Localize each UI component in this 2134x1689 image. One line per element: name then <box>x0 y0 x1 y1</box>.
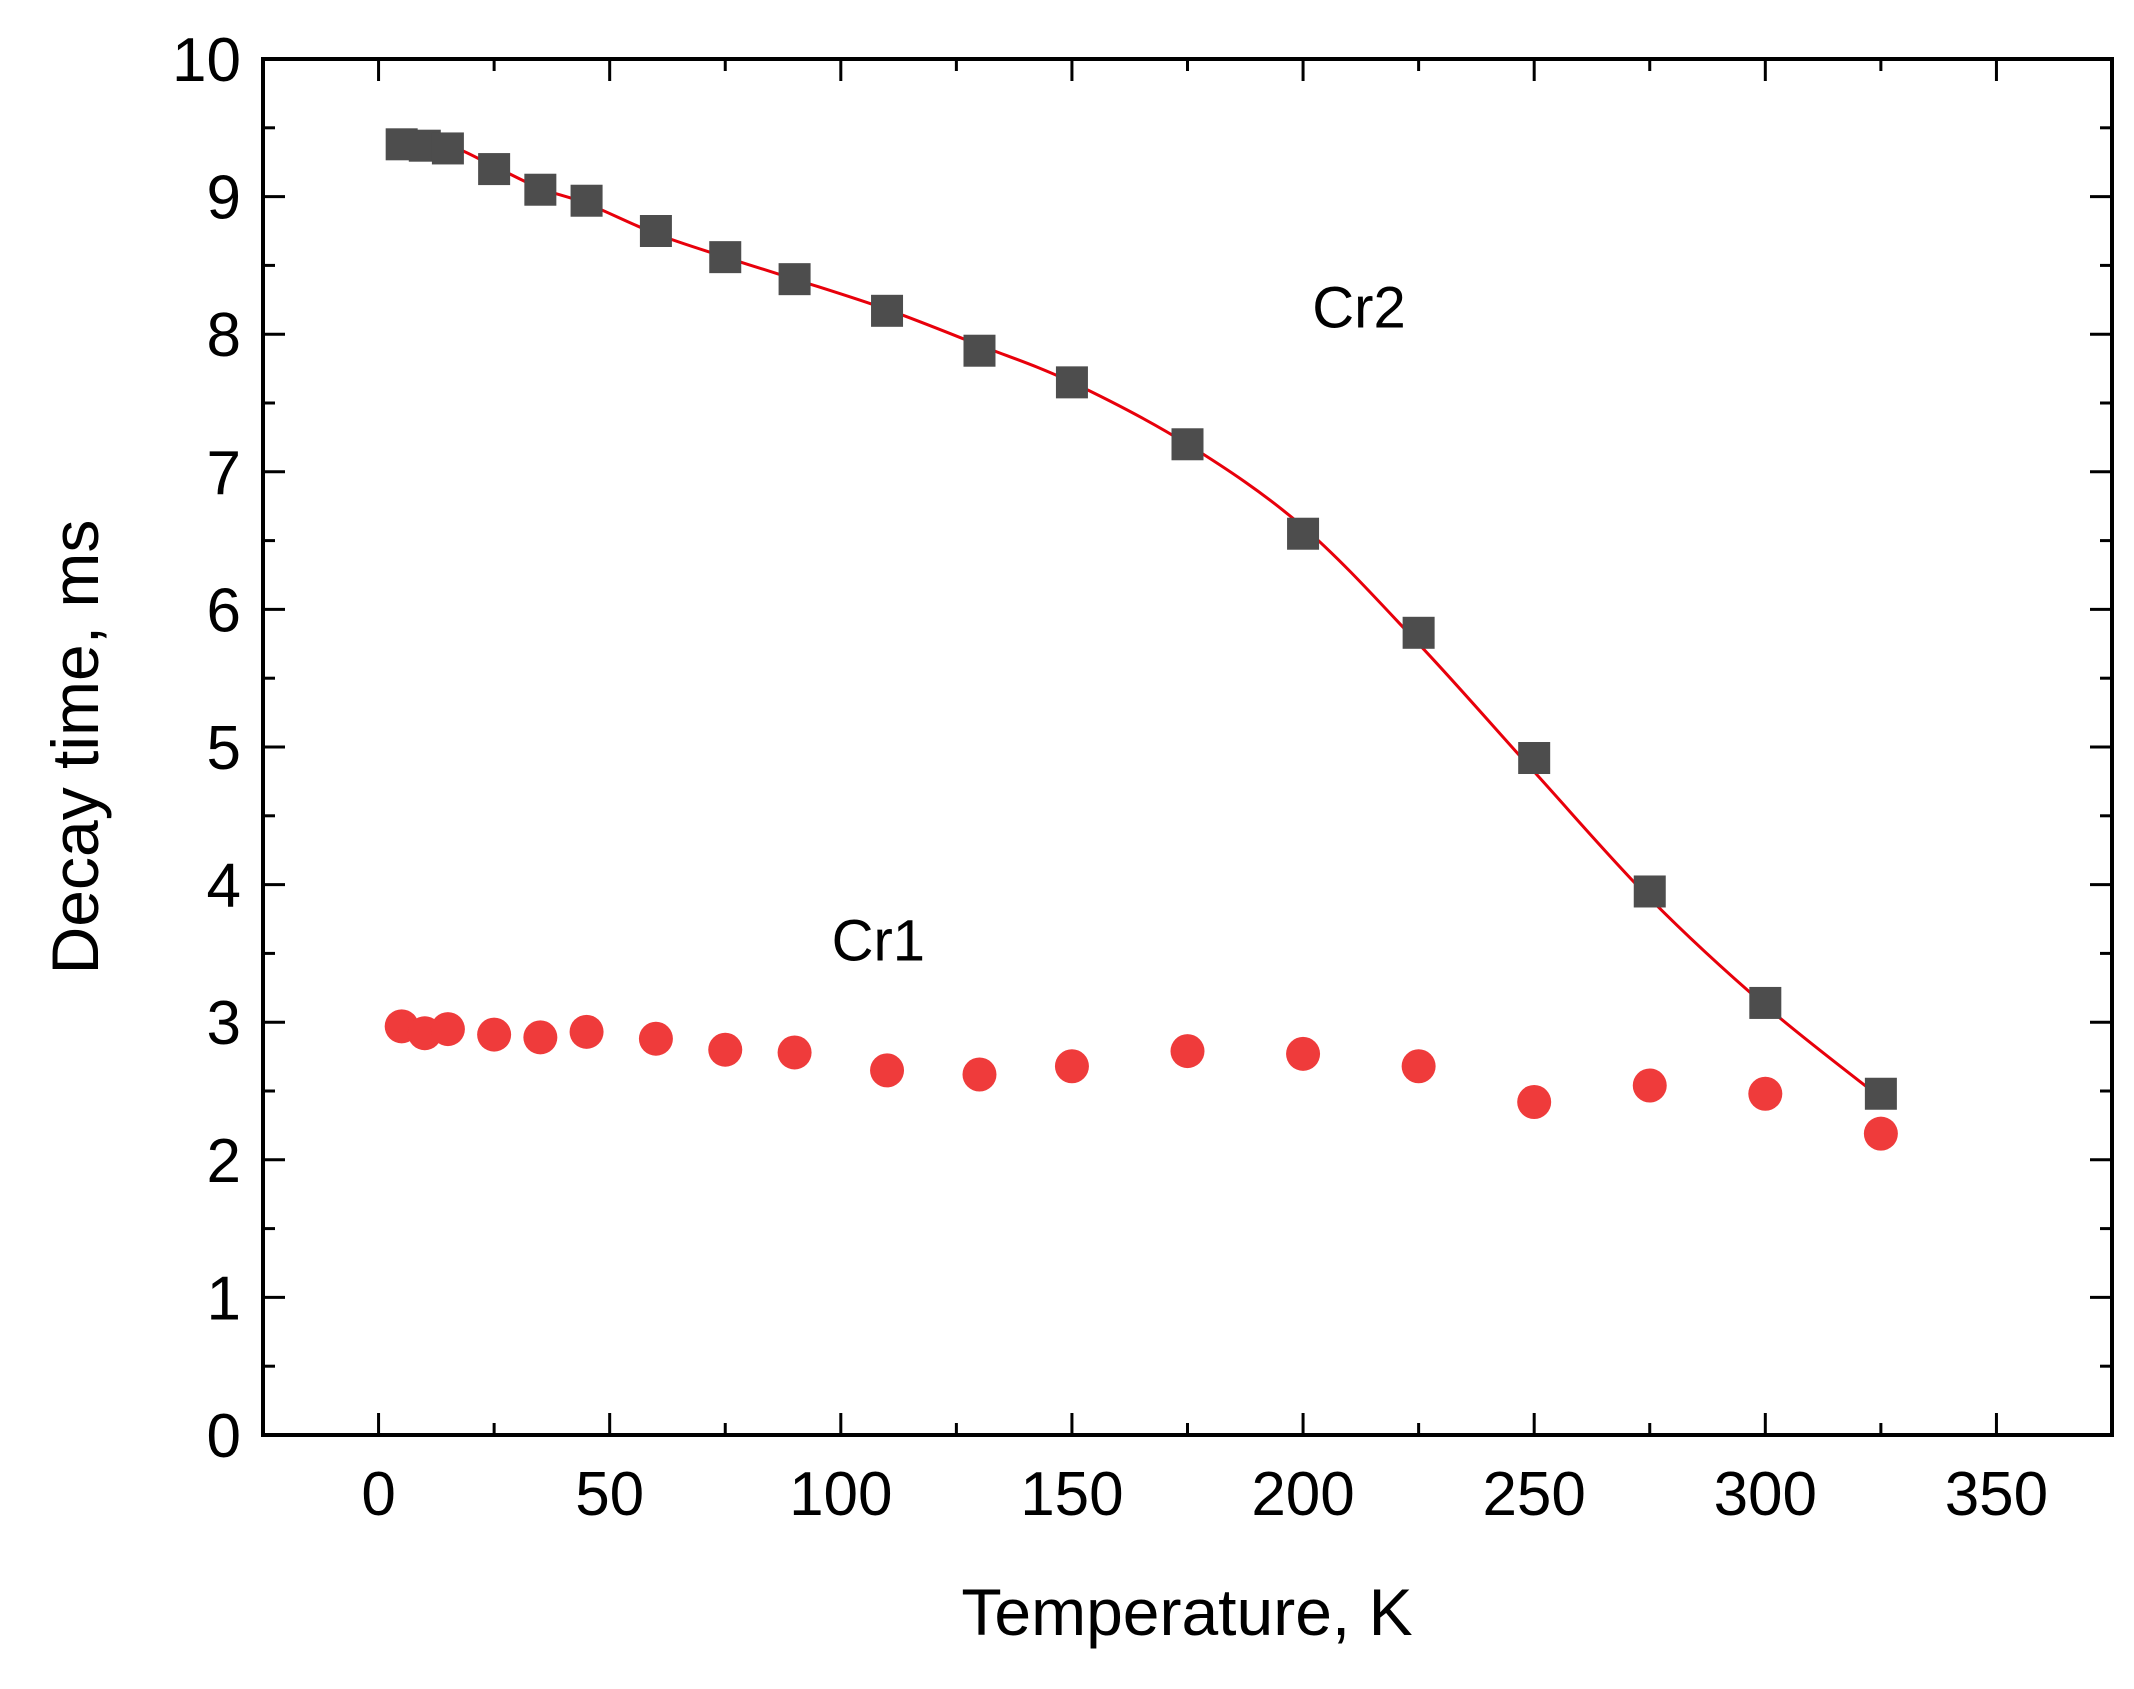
x-tick-label: 200 <box>1251 1460 1354 1529</box>
cr1-point <box>1286 1036 1321 1071</box>
y-tick-label: 4 <box>207 852 241 921</box>
x-tick-label: 250 <box>1482 1460 1585 1529</box>
cr2-fit-line <box>401 142 1882 1100</box>
cr2-point <box>871 294 904 327</box>
y-tick-label: 5 <box>207 714 241 783</box>
cr1-annotation: Cr1 <box>832 908 925 973</box>
cr1-point <box>1054 1049 1089 1084</box>
x-tick-label: 300 <box>1714 1460 1817 1529</box>
y-tick-label: 8 <box>207 301 241 370</box>
cr1-point <box>1632 1068 1667 1103</box>
cr2-point <box>431 132 464 165</box>
cr1-point <box>477 1017 512 1052</box>
cr2-point <box>963 334 996 367</box>
cr1-point <box>962 1057 997 1092</box>
y-tick-label: 2 <box>207 1127 241 1196</box>
cr2-point <box>524 173 557 206</box>
cr1-point <box>569 1014 604 1049</box>
cr1-point <box>777 1035 812 1070</box>
y-tick-label: 6 <box>207 576 241 645</box>
cr1-point <box>1401 1049 1436 1084</box>
cr1-point <box>523 1020 558 1055</box>
tick-labels: 0 50 100 150 200 250 300 350 0 1 2 3 4 5 6 7 8 9 10 <box>172 26 2048 1529</box>
cr2-point <box>570 184 603 217</box>
cr2-point <box>1864 1077 1897 1110</box>
cr1-point <box>1170 1034 1205 1069</box>
y-tick-label: 9 <box>207 164 241 233</box>
cr2-annotation: Cr2 <box>1312 275 1405 340</box>
cr2-point <box>1749 986 1782 1019</box>
cr2-point <box>709 241 742 274</box>
cr1-point <box>430 1012 465 1047</box>
cr1-point <box>870 1053 905 1088</box>
fit-curve-layer <box>401 142 1882 1100</box>
cr2-point <box>1171 428 1204 461</box>
x-tick-label: 150 <box>1020 1460 1123 1529</box>
y-tick-label: 7 <box>207 439 241 508</box>
cr2-point <box>1633 875 1666 908</box>
cr1-point <box>708 1032 743 1067</box>
y-axis-title: Decay time, ms <box>38 520 112 975</box>
y-tick-label: 1 <box>207 1264 241 1333</box>
cr2-point <box>1287 517 1320 550</box>
cr2-point <box>778 263 811 296</box>
cr2-point <box>1055 366 1088 399</box>
cr1-point <box>1517 1085 1552 1120</box>
cr2-point <box>1402 616 1435 649</box>
x-tick-label: 0 <box>361 1460 395 1529</box>
axis-ticks <box>261 57 2114 1437</box>
cr1-point <box>1748 1076 1783 1111</box>
y-tick-label: 3 <box>207 989 241 1058</box>
y-tick-label: 0 <box>207 1402 241 1471</box>
cr2-point <box>1518 742 1551 775</box>
plot-frame <box>261 57 2114 1437</box>
cr2-point <box>478 153 511 186</box>
x-axis-title: Temperature, K <box>961 1575 1412 1649</box>
cr1-point <box>638 1021 673 1056</box>
data-points <box>384 128 1898 1151</box>
cr2-point <box>639 215 672 247</box>
cr1-point <box>1863 1116 1898 1151</box>
x-tick-label: 50 <box>575 1460 644 1529</box>
x-tick-label: 100 <box>789 1460 892 1529</box>
y-tick-label: 10 <box>172 26 241 95</box>
x-tick-label: 350 <box>1945 1460 2048 1529</box>
